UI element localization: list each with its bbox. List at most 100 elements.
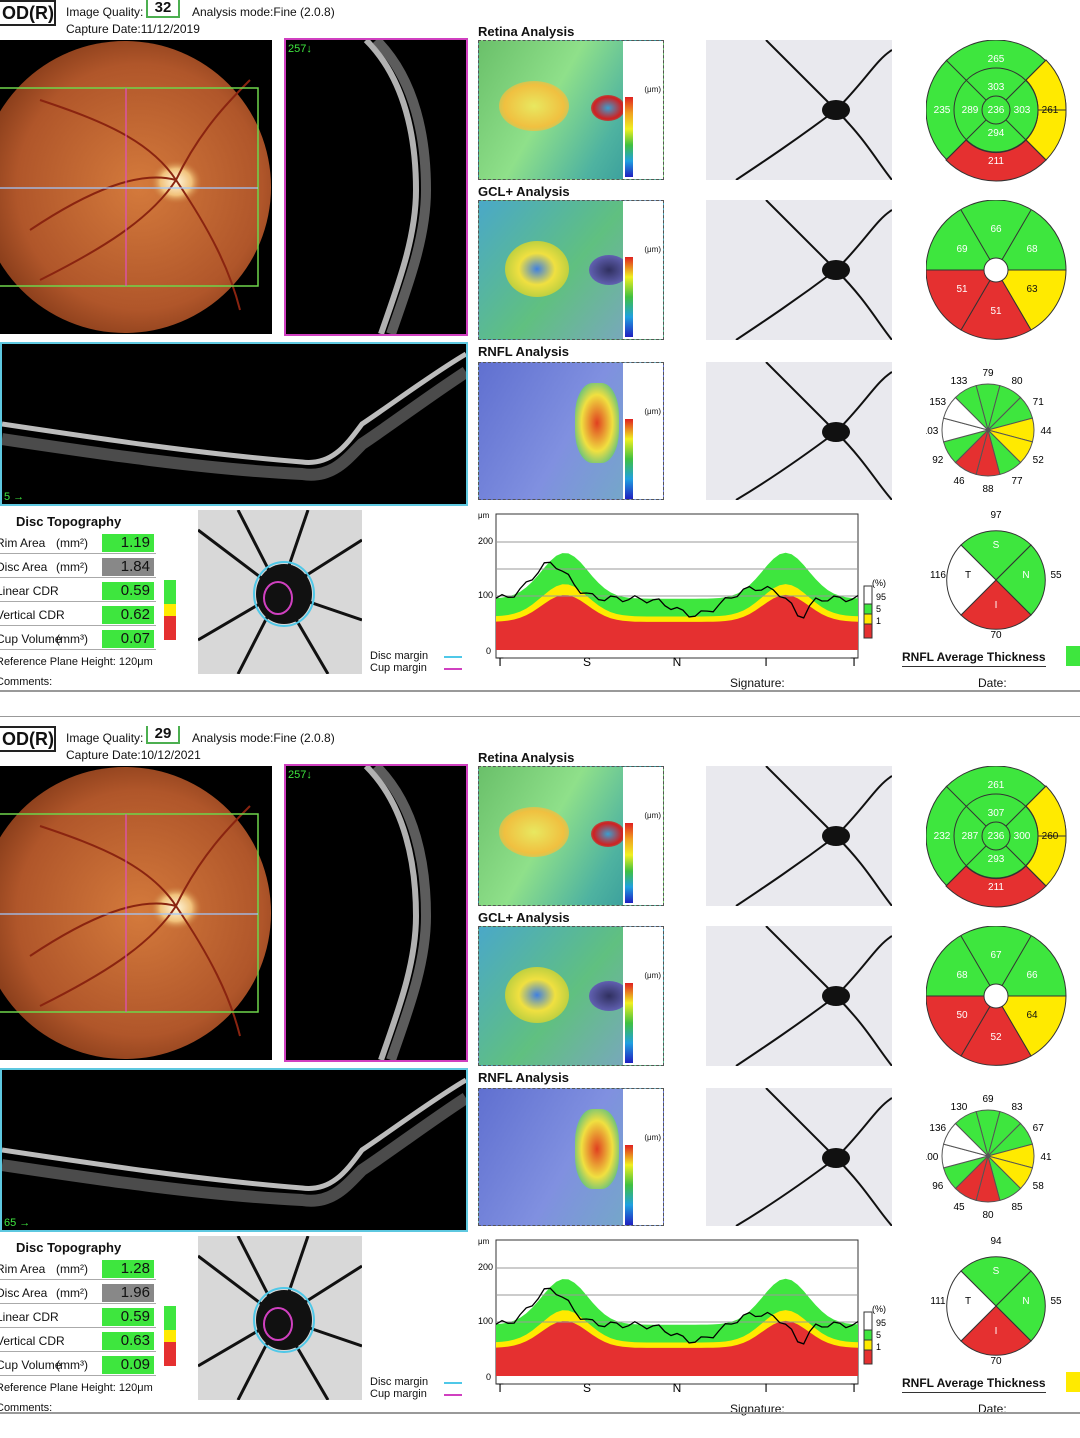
etdrs-left: 235 bbox=[934, 105, 951, 116]
gcl-sector-map[interactable]: 66 69 68 51 51 63 bbox=[926, 200, 1080, 342]
capture-date: Capture Date:10/12/2021 bbox=[66, 748, 201, 762]
graph-x-s: S bbox=[583, 655, 591, 668]
clock-value: 103 bbox=[926, 426, 939, 437]
disc-row-value: 0.62 bbox=[102, 606, 154, 624]
tsnit-graph[interactable]: μm 200 100 0 T S N I T (%) 95 5 1 bbox=[476, 1234, 886, 1394]
scan-area-box bbox=[0, 813, 259, 1013]
gcl-color-scale bbox=[625, 257, 633, 337]
disc-row-unit: (mm³) bbox=[56, 632, 88, 646]
disc-row-label: Rim Area bbox=[0, 1262, 46, 1276]
gcl-grid-image[interactable] bbox=[706, 926, 892, 1066]
reference-plane-height: Reference Plane Height: 120μm bbox=[0, 656, 153, 668]
clock-value: 80 bbox=[982, 1210, 994, 1221]
disc-row: Cup Volume (mm³) 0.07 bbox=[0, 628, 156, 650]
quad-t-value: 116 bbox=[930, 570, 946, 581]
graph-x-i: I bbox=[764, 655, 767, 668]
etdrs-inner-right: 300 bbox=[1014, 831, 1031, 842]
disc-row-label: Cup Volume bbox=[0, 1358, 62, 1372]
rnfl-quadrant-map[interactable]: 94 111 55 70 S T N I bbox=[926, 1232, 1080, 1372]
disc-topography-title: Disc Topography bbox=[16, 1240, 122, 1255]
reference-plane-height: Reference Plane Height: 120μm bbox=[0, 1382, 153, 1394]
etdrs-inner-right: 303 bbox=[1014, 105, 1031, 116]
rnfl-clock-hour-map[interactable]: 79 80 71 44 52 77 88 46 92 103 153 133 bbox=[926, 362, 1080, 500]
disc-row-value: 1.19 bbox=[102, 534, 154, 552]
disc-row-label: Vertical CDR bbox=[0, 1334, 65, 1348]
vessels bbox=[29, 79, 251, 311]
clock-value: 77 bbox=[1011, 476, 1023, 487]
disc-row: Rim Area (mm²) 1.19 bbox=[0, 532, 156, 554]
graph-x-t2: T bbox=[850, 655, 858, 668]
graph-x-t2: T bbox=[850, 1381, 858, 1394]
disc-row-value: 0.63 bbox=[102, 1332, 154, 1350]
quad-t-letter: T bbox=[965, 1296, 971, 1307]
vessels bbox=[29, 805, 251, 1037]
etdrs-center: 236 bbox=[988, 105, 1005, 116]
gcl-grid-image[interactable] bbox=[706, 200, 892, 340]
etdrs-thickness-map[interactable]: 265 303 235 289 236 303 261 294 211 bbox=[926, 40, 1080, 182]
disc-row-unit: (mm²) bbox=[56, 1262, 88, 1276]
rnfl-map[interactable]: (μm) bbox=[478, 1088, 664, 1226]
disc-row-unit: (mm³) bbox=[56, 1358, 88, 1372]
gcl-map[interactable]: (μm) bbox=[478, 926, 664, 1066]
gcl-top-left: 68 bbox=[956, 970, 968, 981]
disc-topography-table: Rim Area (mm²) 1.28 Disc Area (mm²) 1.96 Linea… bbox=[0, 1258, 156, 1378]
disc-row: Linear CDR 0.59 bbox=[0, 580, 156, 602]
clock-value: 45 bbox=[953, 1202, 965, 1213]
disc-row-label: Linear CDR bbox=[0, 584, 59, 598]
retina-color-scale bbox=[625, 97, 633, 177]
rnfl-color-scale bbox=[625, 419, 633, 499]
quad-i-value: 70 bbox=[990, 630, 1002, 641]
rnfl-map[interactable]: (μm) bbox=[478, 362, 664, 500]
tsnit-graph[interactable]: μm 200 100 0 T S N I T (%) 95 5 1 bbox=[476, 508, 886, 668]
rnfl-grid-image[interactable] bbox=[706, 362, 892, 500]
um-label: (μm) bbox=[644, 811, 661, 820]
scan-area-box bbox=[0, 87, 259, 287]
etdrs-inner-top: 303 bbox=[988, 82, 1005, 93]
signature-label: Signature: bbox=[730, 676, 785, 690]
um-label: (μm) bbox=[644, 85, 661, 94]
quad-s-letter: S bbox=[993, 540, 1000, 551]
disc-row-value: 0.59 bbox=[102, 582, 154, 600]
horizontal-bscan[interactable]: 65 → bbox=[0, 1068, 468, 1232]
disc-topography-image[interactable] bbox=[198, 1236, 362, 1400]
clock-value: 88 bbox=[982, 484, 994, 495]
pct-1: 1 bbox=[876, 1342, 881, 1352]
graph-x-n: N bbox=[673, 655, 682, 668]
retina-map[interactable]: (μm) bbox=[478, 40, 664, 180]
gcl-analysis-title: GCL+ Analysis bbox=[478, 184, 570, 199]
rnfl-clock-hour-map[interactable]: 69 83 67 41 58 85 80 45 96 100 136 130 bbox=[926, 1088, 1080, 1226]
fundus-photo[interactable] bbox=[0, 40, 272, 334]
clock-value: 67 bbox=[1033, 1123, 1045, 1134]
retina-grid-image[interactable] bbox=[706, 40, 892, 180]
bscan-marker: 257↓ bbox=[288, 43, 312, 55]
rnfl-grid-image[interactable] bbox=[706, 1088, 892, 1226]
gcl-sector-map[interactable]: 67 68 66 50 52 64 bbox=[926, 926, 1080, 1068]
gcl-analysis-title: GCL+ Analysis bbox=[478, 910, 570, 925]
disc-row-value: 0.09 bbox=[102, 1356, 154, 1374]
disc-row: Vertical CDR 0.62 bbox=[0, 604, 156, 626]
image-quality-label: Image Quality: bbox=[66, 5, 144, 19]
bscan-marker: 257↓ bbox=[288, 769, 312, 781]
etdrs-outer-top: 265 bbox=[988, 54, 1005, 65]
fundus-disc bbox=[0, 767, 271, 1059]
vertical-bscan[interactable]: 257↓ bbox=[284, 764, 468, 1062]
rnfl-analysis-title: RNFL Analysis bbox=[478, 1070, 570, 1085]
retina-grid-image[interactable] bbox=[706, 766, 892, 906]
retina-map[interactable]: (μm) bbox=[478, 766, 664, 906]
retina-color-scale bbox=[625, 823, 633, 903]
vertical-bscan[interactable]: 257↓ bbox=[284, 38, 468, 336]
um-label: (μm) bbox=[644, 407, 661, 416]
analysis-mode: Analysis mode:Fine (2.0.8) bbox=[192, 731, 335, 745]
quad-s-value: 97 bbox=[990, 510, 1002, 521]
disc-topography-image[interactable] bbox=[198, 510, 362, 674]
fundus-photo[interactable] bbox=[0, 766, 272, 1060]
disc-margin-swatch bbox=[444, 656, 462, 658]
gcl-bottom-left: 51 bbox=[956, 284, 968, 295]
clock-value: 44 bbox=[1040, 426, 1052, 437]
gcl-bottom: 52 bbox=[990, 1032, 1002, 1043]
gcl-map[interactable]: (μm) bbox=[478, 200, 664, 340]
rnfl-quadrant-map[interactable]: 97 116 55 70 S T N I bbox=[926, 506, 1080, 646]
etdrs-thickness-map[interactable]: 261 307 232 287 236 300 260 293 211 bbox=[926, 766, 1080, 908]
horizontal-bscan[interactable]: 5 → bbox=[0, 342, 468, 506]
quad-n-letter: N bbox=[1022, 1296, 1029, 1307]
